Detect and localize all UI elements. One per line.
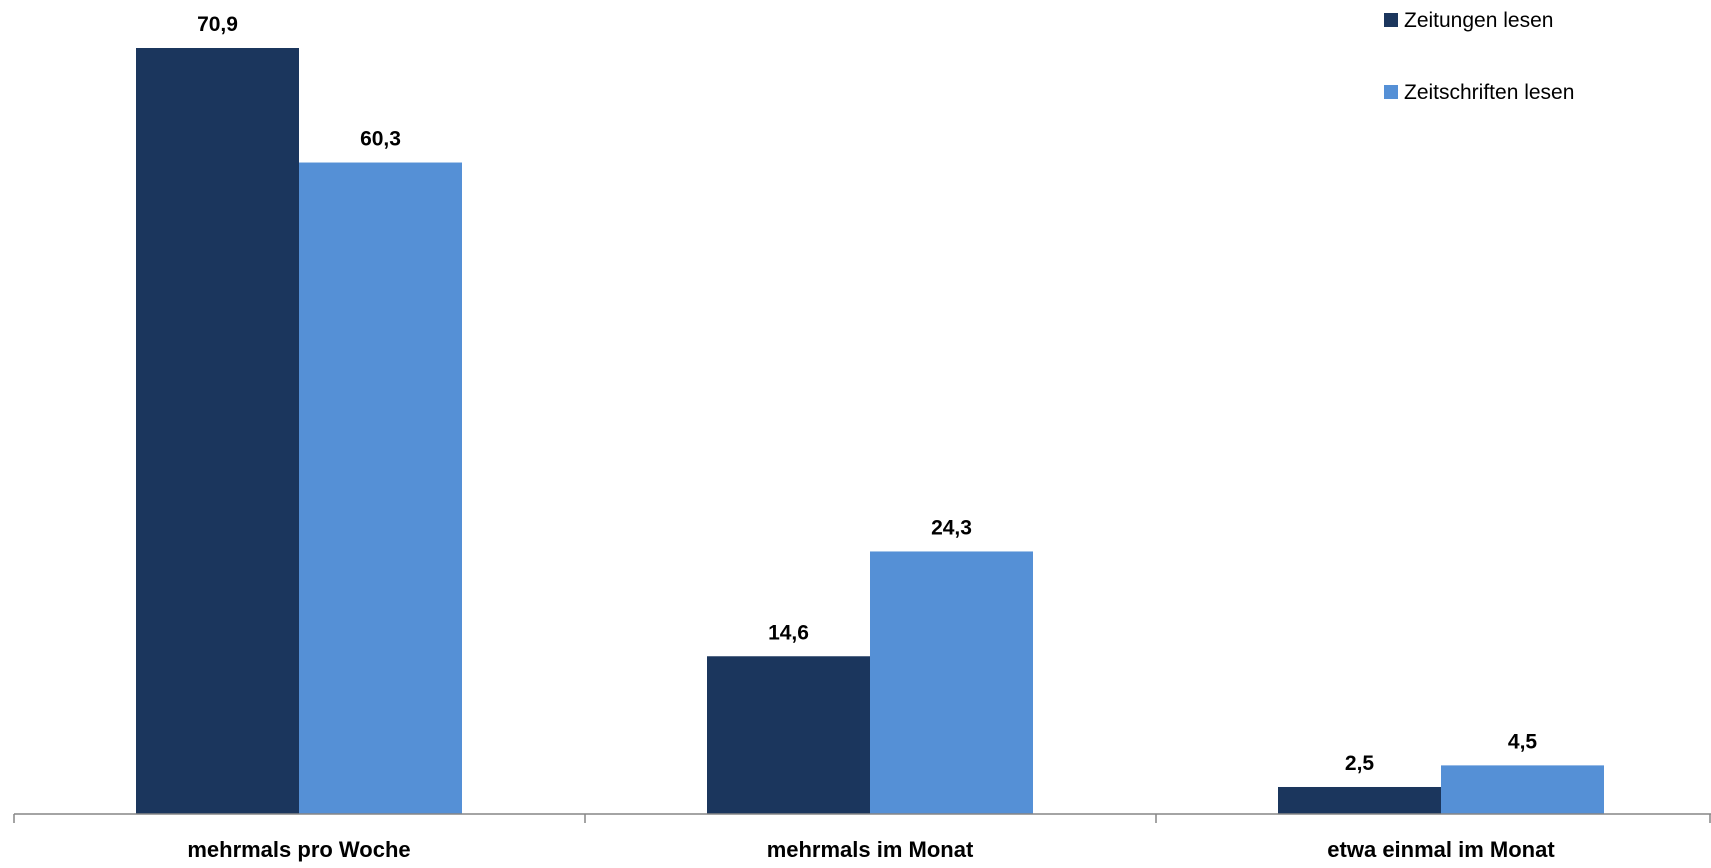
legend-swatch-zeitungen xyxy=(1384,13,1398,27)
category-label-2: etwa einmal im Monat xyxy=(1327,837,1555,862)
legend: Zeitungen lesen Zeitschriften lesen xyxy=(1384,9,1574,104)
value-label-zeitschriften-1: 24,3 xyxy=(931,516,972,539)
legend-label-zeitschriften: Zeitschriften lesen xyxy=(1404,81,1574,104)
value-label-zeitungen-2: 2,5 xyxy=(1345,752,1375,775)
bar-zeitungen-2 xyxy=(1278,786,1441,814)
category-labels-layer: mehrmals pro Woche mehrmals im Monat etwa … xyxy=(187,837,1555,862)
value-labels-layer: 70,9 14,6 2,5 60,3 24,3 4,5 xyxy=(197,13,1537,775)
bar-zeitungen-1 xyxy=(707,656,870,814)
category-label-1: mehrmals im Monat xyxy=(767,837,974,862)
bar-zeitschriften-2 xyxy=(1441,765,1604,814)
legend-label-zeitungen: Zeitungen lesen xyxy=(1404,9,1553,32)
value-label-zeitschriften-2: 4,5 xyxy=(1508,730,1538,753)
bar-zeitschriften-0 xyxy=(299,162,462,815)
value-label-zeitschriften-0: 60,3 xyxy=(360,128,401,151)
value-label-zeitungen-0: 70,9 xyxy=(197,13,238,36)
bar-zeitschriften-1 xyxy=(870,551,1033,814)
bar-zeitungen-0 xyxy=(136,48,299,814)
legend-swatch-zeitschriften xyxy=(1384,85,1398,99)
x-axis xyxy=(13,813,1711,823)
value-label-zeitungen-1: 14,6 xyxy=(768,621,809,644)
bars-layer xyxy=(136,48,1604,815)
category-label-0: mehrmals pro Woche xyxy=(187,837,410,862)
